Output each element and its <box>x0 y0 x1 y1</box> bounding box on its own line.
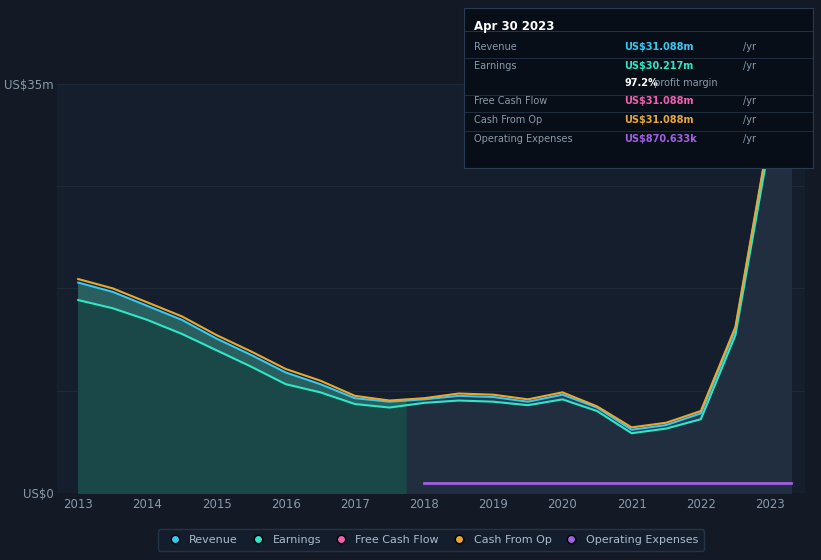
Text: /yr: /yr <box>743 115 756 125</box>
Text: US$30.217m: US$30.217m <box>624 61 694 71</box>
Text: Earnings: Earnings <box>475 61 517 71</box>
Text: profit margin: profit margin <box>650 78 718 88</box>
Text: Cash From Op: Cash From Op <box>475 115 543 125</box>
Text: US$870.633k: US$870.633k <box>624 134 697 144</box>
Text: 97.2%: 97.2% <box>624 78 658 88</box>
Text: US$31.088m: US$31.088m <box>624 115 694 125</box>
Text: /yr: /yr <box>743 61 756 71</box>
Text: Operating Expenses: Operating Expenses <box>475 134 573 144</box>
Text: Apr 30 2023: Apr 30 2023 <box>475 20 555 32</box>
Text: Free Cash Flow: Free Cash Flow <box>475 96 548 106</box>
Legend: Revenue, Earnings, Free Cash Flow, Cash From Op, Operating Expenses: Revenue, Earnings, Free Cash Flow, Cash … <box>158 530 704 550</box>
Text: Revenue: Revenue <box>475 41 517 52</box>
Text: US$31.088m: US$31.088m <box>624 96 694 106</box>
Text: /yr: /yr <box>743 96 756 106</box>
Text: US$31.088m: US$31.088m <box>624 41 694 52</box>
Text: /yr: /yr <box>743 41 756 52</box>
Text: /yr: /yr <box>743 134 756 144</box>
